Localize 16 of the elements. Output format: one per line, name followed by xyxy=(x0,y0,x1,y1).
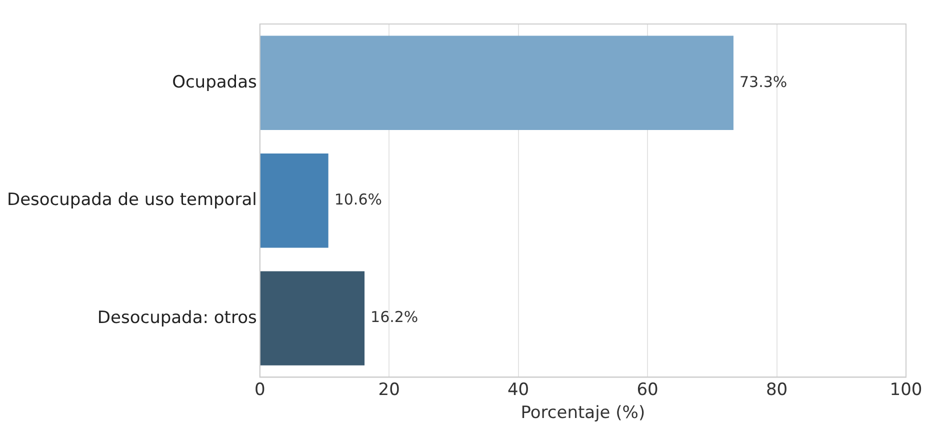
x-tick-label: 100 xyxy=(890,380,922,400)
x-tick-label: 40 xyxy=(507,380,530,400)
bar xyxy=(260,154,328,248)
y-tick-label: Ocupadas xyxy=(172,72,257,92)
x-tick-label: 0 xyxy=(254,380,266,400)
data-label: 73.3% xyxy=(739,72,788,91)
y-tick-label: Desocupada: otros xyxy=(97,308,257,328)
y-tick-label: Desocupada de uso temporal xyxy=(6,190,257,210)
x-tick-label: 60 xyxy=(636,380,658,400)
x-axis-title: Porcentaje (%) xyxy=(520,403,646,424)
bar xyxy=(260,271,365,366)
bar xyxy=(260,36,734,130)
x-tick-label: 20 xyxy=(378,380,400,400)
data-label: 10.6% xyxy=(334,190,382,208)
x-tick-label: 80 xyxy=(766,380,788,400)
data-label: 16.2% xyxy=(370,308,418,326)
